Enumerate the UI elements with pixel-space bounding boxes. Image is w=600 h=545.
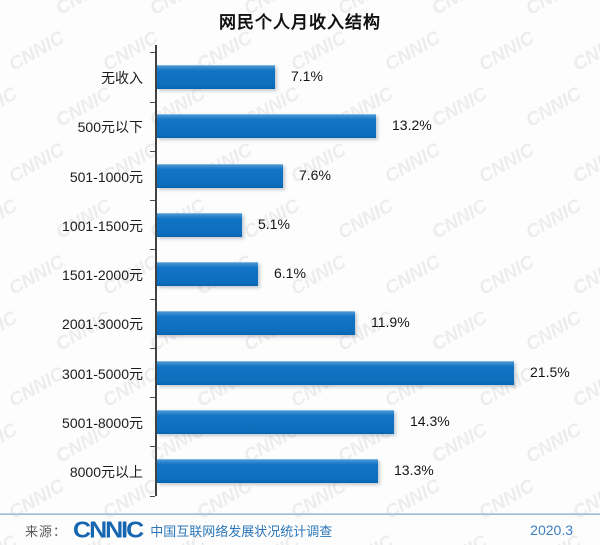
- category-label: 1001-1500元: [62, 217, 143, 234]
- bar: [157, 65, 275, 89]
- axis-tick: [150, 249, 155, 251]
- cnnic-watermark: CNNIC: [475, 251, 539, 300]
- axis-tick: [150, 150, 155, 152]
- axis-tick: [150, 52, 155, 54]
- category-label: 无收入: [101, 70, 143, 86]
- axis-tick: [150, 446, 155, 448]
- bar: [157, 212, 242, 237]
- cnnic-watermark: CNNIC: [522, 195, 586, 244]
- bar: [157, 262, 258, 286]
- value-label: 13.2%: [392, 117, 432, 134]
- axis-tick: [150, 298, 155, 300]
- cnnic-watermark: CNNIC: [334, 195, 398, 244]
- cnnic-watermark: CNNIC: [522, 419, 586, 468]
- category-label: 2001-3000元: [62, 316, 143, 333]
- category-label: 1501-2000元: [62, 267, 143, 283]
- value-label: 14.3%: [410, 412, 450, 429]
- cnnic-watermark: CNNIC: [569, 363, 600, 412]
- footer: 来源： CNNIC 中国互联网络发展状况统计调查 2020.3: [0, 516, 600, 544]
- cnnic-watermark: CNNIC: [475, 139, 539, 188]
- cnnic-watermark: CNNIC: [569, 251, 600, 300]
- source-name: 中国互联网络发展状况统计调查: [150, 523, 333, 539]
- value-label: 5.1%: [258, 215, 290, 232]
- chart-title: 网民个人月收入结构: [219, 13, 381, 32]
- value-label: 11.9%: [371, 314, 410, 331]
- footer-divider: [0, 513, 600, 515]
- bar: [157, 163, 283, 188]
- cnnic-watermark: CNNIC: [381, 27, 445, 76]
- cnnic-watermark: CNNIC: [428, 195, 492, 244]
- category-label: 3001-5000元: [62, 365, 143, 382]
- value-label: 7.6%: [299, 166, 331, 183]
- axis-tick: [150, 495, 155, 497]
- value-label: 7.1%: [291, 68, 323, 84]
- source-label: 来源：: [25, 523, 68, 539]
- bar: [157, 311, 355, 336]
- y-axis-line: [155, 45, 157, 496]
- cnnic-watermark: CNNIC: [381, 139, 445, 188]
- bar: [157, 360, 514, 385]
- bar: [157, 114, 376, 139]
- cnnic-watermark: CNNIC: [569, 139, 600, 188]
- cnnic-watermark: CNNIC: [428, 83, 492, 132]
- cnnic-watermark: CNNIC: [522, 83, 586, 132]
- bar: [157, 409, 394, 434]
- axis-tick: [150, 200, 155, 202]
- report-date: 2020.3: [530, 522, 573, 538]
- bar: [157, 459, 378, 483]
- axis-tick: [150, 397, 155, 399]
- cnnic-watermark: CNNIC: [428, 307, 492, 356]
- category-label: 501-1000元: [69, 168, 143, 185]
- value-label: 6.1%: [274, 265, 306, 281]
- category-label: 500元以下: [77, 119, 143, 136]
- category-label: 5001-8000元: [62, 414, 143, 431]
- axis-tick: [150, 347, 155, 349]
- cnnic-watermark: CNNIC: [569, 27, 600, 76]
- cnnic-logo: CNNIC: [73, 516, 144, 543]
- cnnic-watermark: CNNIC: [522, 307, 586, 356]
- category-label: 8000元以上: [69, 464, 143, 480]
- value-label: 13.3%: [394, 462, 434, 478]
- cnnic-watermark: CNNIC: [475, 27, 539, 76]
- value-label: 21.5%: [530, 363, 570, 380]
- cnnic-watermark: CNNIC: [381, 251, 445, 300]
- axis-tick: [150, 101, 155, 103]
